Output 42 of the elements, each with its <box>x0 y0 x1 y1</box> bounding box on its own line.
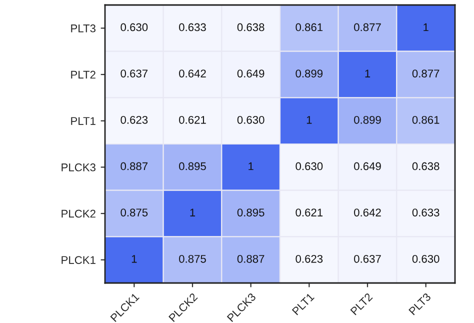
data-label: 1 <box>365 70 370 78</box>
data-label: 1 <box>306 116 312 124</box>
data-label: 1 <box>132 255 137 263</box>
data-label: 0.623 <box>120 116 148 124</box>
data-label: 0.638 <box>412 162 440 170</box>
data-label: 1 <box>190 208 196 216</box>
y-tick-label: PLT2 <box>71 70 96 79</box>
data-label: 0.642 <box>179 70 206 78</box>
data-label: 0.899 <box>354 116 381 124</box>
data-label: 0.861 <box>296 23 323 32</box>
data-label: 0.895 <box>237 208 264 216</box>
y-tick-label: PLCK3 <box>62 163 96 172</box>
y-tick-label: PLCK1 <box>62 256 96 264</box>
y-tick-label: PLCK2 <box>62 210 96 218</box>
data-label: 0.637 <box>354 254 381 263</box>
data-label: 0.621 <box>296 208 323 216</box>
data-label: 0.861 <box>412 116 440 124</box>
data-label: 0.887 <box>120 162 148 170</box>
data-label: 0.649 <box>237 70 264 78</box>
data-label: 0.899 <box>296 70 323 78</box>
data-label: 0.895 <box>179 162 206 170</box>
y-tick-label: PLT3 <box>71 24 96 32</box>
data-label: 0.637 <box>120 70 148 78</box>
data-label: 0.621 <box>179 116 206 124</box>
data-label: 0.887 <box>237 254 264 263</box>
data-label: 0.877 <box>412 70 440 78</box>
y-tick-label: PLT1 <box>71 117 96 125</box>
data-label: 0.877 <box>354 23 381 32</box>
data-label: 0.630 <box>237 116 264 124</box>
data-label: 0.633 <box>179 23 206 32</box>
data-label: 0.875 <box>120 208 148 216</box>
data-label: 0.630 <box>120 23 148 32</box>
data-label: 1 <box>248 162 254 170</box>
data-label: 0.623 <box>296 254 323 263</box>
data-label: 1 <box>424 23 428 32</box>
data-label: 0.638 <box>237 23 264 32</box>
data-label: 0.630 <box>296 162 323 170</box>
data-label: 0.642 <box>354 208 381 216</box>
data-label: 0.875 <box>179 254 206 263</box>
data-label: 0.649 <box>354 162 381 170</box>
data-label: 0.633 <box>412 208 440 216</box>
data-label: 0.630 <box>412 254 440 263</box>
